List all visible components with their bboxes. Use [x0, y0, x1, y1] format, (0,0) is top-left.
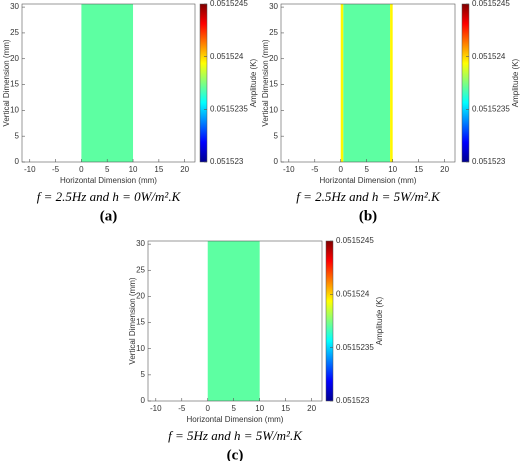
plot-frame	[280, 3, 456, 163]
colorbar-tick-label: 0.051523	[210, 157, 244, 166]
plot-frame	[147, 240, 323, 402]
colorbar	[325, 240, 334, 402]
y-axis-label: Vertical Dimension (mm)	[2, 39, 11, 126]
colorbar-tick-label: 0.051524	[210, 52, 244, 61]
x-tick-label: -10	[150, 404, 162, 413]
y-axis-label: Vertical Dimension (mm)	[128, 277, 137, 364]
x-tick-label: 15	[281, 404, 290, 413]
x-tick-label: 15	[414, 165, 423, 174]
colorbar	[199, 3, 208, 163]
colorbar-tick-label: 0.0515235	[336, 343, 374, 352]
y-tick-label: 15	[269, 80, 278, 89]
caption: f = 5Hz and h = 5W/m².K	[168, 428, 303, 443]
y-tick-label: 25	[136, 265, 145, 274]
heat-cell	[343, 4, 391, 162]
y-tick-label: 0	[274, 157, 279, 166]
y-tick-label: 15	[136, 318, 145, 327]
y-tick-label: 20	[269, 54, 278, 63]
heat-cell	[390, 4, 393, 162]
x-tick-label: 10	[129, 165, 138, 174]
x-tick-label: 0	[206, 404, 211, 413]
x-axis-label: Horizontal Dimension (mm)	[320, 176, 417, 185]
panel-label: (c)	[227, 447, 244, 461]
panel-label: (a)	[100, 208, 118, 224]
x-tick-label: 0	[339, 165, 344, 174]
y-tick-label: 30	[136, 239, 145, 248]
y-tick-label: 30	[10, 2, 19, 11]
x-axis-label: Horizontal Dimension (mm)	[60, 176, 157, 185]
colorbar-tick-label: 0.0515245	[472, 0, 510, 8]
heat-cell	[340, 4, 344, 162]
caption: f = 2.5Hz and h = 5W/m².K	[296, 189, 441, 204]
colorbar-tick-label: 0.0515235	[210, 104, 248, 113]
caption: f = 2.5Hz and h = 0W/m².K	[37, 189, 182, 204]
colorbar-tick-label: 0.0515235	[472, 104, 510, 113]
y-tick-label: 5	[274, 131, 279, 140]
colorbar-label: Amplitude (K)	[375, 296, 384, 345]
x-tick-label: 5	[364, 165, 369, 174]
colorbar-label: Amplitude (K)	[511, 58, 520, 107]
x-tick-label: -5	[178, 404, 186, 413]
x-tick-label: -5	[52, 165, 60, 174]
x-tick-label: -5	[311, 165, 319, 174]
y-tick-label: 10	[269, 105, 278, 114]
x-tick-label: 5	[231, 404, 236, 413]
x-tick-label: 5	[105, 165, 110, 174]
y-tick-label: 30	[269, 2, 278, 11]
x-tick-label: 10	[388, 165, 397, 174]
x-axis-label: Horizontal Dimension (mm)	[187, 415, 284, 424]
x-tick-label: 15	[154, 165, 163, 174]
x-tick-label: -10	[283, 165, 295, 174]
colorbar-tick-label: 0.051524	[336, 289, 370, 298]
x-tick-label: 0	[79, 165, 84, 174]
y-tick-label: 10	[136, 344, 145, 353]
colorbar-tick-label: 0.051523	[336, 396, 370, 405]
y-tick-label: 5	[15, 131, 20, 140]
colorbar-tick-label: 0.051524	[472, 52, 506, 61]
y-tick-label: 25	[269, 28, 278, 37]
colorbar-tick-label: 0.0515245	[210, 0, 248, 8]
heat-cell	[81, 4, 134, 162]
x-tick-label: 10	[255, 404, 264, 413]
panel-label: (b)	[359, 208, 377, 224]
colorbar	[461, 3, 470, 163]
y-tick-label: 20	[136, 292, 145, 301]
y-tick-label: 25	[10, 28, 19, 37]
y-tick-label: 0	[15, 157, 20, 166]
y-axis-label: Vertical Dimension (mm)	[261, 39, 270, 126]
x-tick-label: 20	[440, 165, 449, 174]
y-tick-label: 20	[10, 54, 19, 63]
plot-frame	[21, 3, 196, 163]
y-tick-label: 0	[141, 396, 146, 405]
y-tick-label: 5	[141, 370, 146, 379]
colorbar-tick-label: 0.051523	[472, 157, 506, 166]
x-tick-label: -10	[24, 165, 36, 174]
colorbar-label: Amplitude (K)	[249, 58, 258, 107]
y-tick-label: 15	[10, 80, 19, 89]
x-tick-label: 20	[180, 165, 189, 174]
y-tick-label: 10	[10, 105, 19, 114]
colorbar-tick-label: 0.0515245	[336, 236, 374, 245]
heat-cell	[207, 241, 260, 401]
x-tick-label: 20	[307, 404, 316, 413]
